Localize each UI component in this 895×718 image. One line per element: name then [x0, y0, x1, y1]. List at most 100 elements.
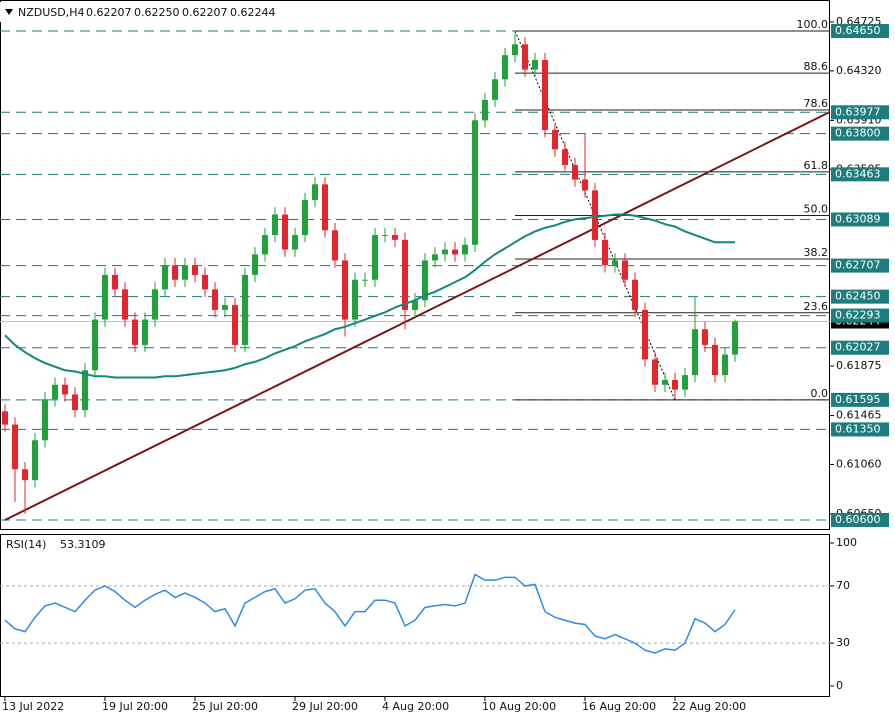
quote: 0.62207: [86, 6, 132, 19]
candle-body: [22, 469, 28, 481]
candle-body: [522, 44, 528, 70]
y-tick-label: 30: [836, 636, 850, 649]
candle-body: [242, 274, 248, 345]
y-tick-label: 100: [836, 536, 857, 549]
candle-body: [42, 399, 48, 441]
candle-body: [332, 230, 338, 261]
level-label: 0.63463: [835, 167, 881, 180]
candle-body: [252, 254, 258, 275]
level-box: [831, 126, 889, 141]
candle-body: [282, 214, 288, 250]
candle-body: [642, 309, 648, 360]
y-tick-label: 0.61060: [836, 457, 882, 470]
x-tick-label: 13 Jul 2022: [2, 700, 64, 713]
candle-body: [62, 384, 68, 395]
candle-body: [162, 265, 168, 290]
fib-label: 0.0: [811, 387, 829, 400]
x-tick-label: 10 Aug 20:00: [482, 700, 556, 713]
candle-body: [422, 260, 428, 301]
candle-body: [392, 235, 398, 240]
x-tick-label: 25 Jul 20:00: [192, 700, 258, 713]
fib-label: 78.6: [804, 97, 829, 110]
fib-label: 61.8: [804, 159, 829, 172]
candle-body: [232, 305, 238, 345]
candle-body: [352, 279, 358, 320]
candle-body: [2, 411, 8, 425]
candle-body: [562, 149, 568, 166]
candle-body: [112, 274, 118, 290]
candle-body: [442, 249, 448, 255]
level-label: 0.64650: [835, 24, 881, 37]
trendline: [4, 111, 831, 521]
candle-body: [52, 384, 58, 400]
header-bg: [0, 2, 430, 22]
y-tick-label: 0.61465: [836, 409, 882, 422]
candle-body: [12, 424, 18, 470]
candle-body: [302, 200, 308, 236]
candle-body: [472, 120, 478, 245]
rsi-value: 53.3109: [60, 538, 106, 551]
fib-label: 23.6: [804, 300, 829, 313]
level-label: 0.62293: [835, 309, 881, 322]
candle-body: [372, 235, 378, 280]
candle-body: [652, 359, 658, 385]
candle-body: [732, 321, 738, 355]
level-label: 0.63977: [835, 105, 881, 118]
candle-body: [722, 354, 728, 376]
candle-body: [672, 379, 678, 390]
fib-label: 38.2: [804, 246, 829, 259]
candle-body: [452, 249, 458, 255]
candle-body: [292, 235, 298, 250]
candle-body: [542, 60, 548, 131]
candle-body: [152, 289, 158, 320]
candle-body: [702, 329, 708, 345]
candle-body: [382, 235, 388, 237]
y-tick-label: 70: [836, 579, 850, 592]
candle-body: [682, 375, 688, 390]
candle-body: [32, 440, 38, 481]
rsi-panel: [0, 534, 830, 697]
level-box: [831, 24, 889, 39]
candle-body: [692, 329, 698, 376]
x-tick-label: 16 Aug 20:00: [582, 700, 656, 713]
candle-body: [362, 279, 368, 281]
rsi-header: RSI(14) 53.3109: [6, 538, 106, 551]
candle-body: [512, 44, 518, 56]
candle-body: [622, 260, 628, 280]
fib-label: 88.6: [804, 60, 829, 73]
candle-body: [532, 60, 538, 70]
candle-body: [552, 130, 558, 150]
level-label: 0.62707: [835, 259, 881, 272]
fib-label: 100.0: [797, 18, 829, 31]
candle-body: [632, 279, 638, 310]
rsi-title: RSI(14): [6, 538, 46, 551]
level-label: 0.63089: [835, 212, 881, 225]
level-box: [831, 340, 889, 355]
menu-arrow: [5, 9, 13, 15]
candle-body: [492, 79, 498, 100]
rsi-line: [4, 573, 736, 654]
level-label: 0.60600: [835, 513, 881, 526]
candle-body: [142, 319, 148, 345]
level-box: [831, 105, 889, 120]
candle-body: [482, 99, 488, 121]
level-label: 0.62027: [835, 341, 881, 354]
moving-average: [4, 213, 735, 379]
level-box: [831, 258, 889, 273]
candle-body: [662, 379, 668, 385]
candle-body: [262, 235, 268, 255]
level-box: [831, 167, 889, 182]
x-tick-label: 4 Aug 20:00: [382, 700, 449, 713]
level-box: [831, 212, 889, 227]
symbol: NZDUSD,H4: [18, 6, 85, 19]
candle-body: [462, 244, 468, 255]
candle-body: [202, 274, 208, 290]
candle-body: [72, 394, 78, 411]
quote: 0.62250: [134, 6, 180, 19]
candle-body: [102, 274, 108, 320]
candle-body: [122, 289, 128, 320]
candle-body: [582, 179, 588, 191]
level-box: [831, 422, 889, 437]
